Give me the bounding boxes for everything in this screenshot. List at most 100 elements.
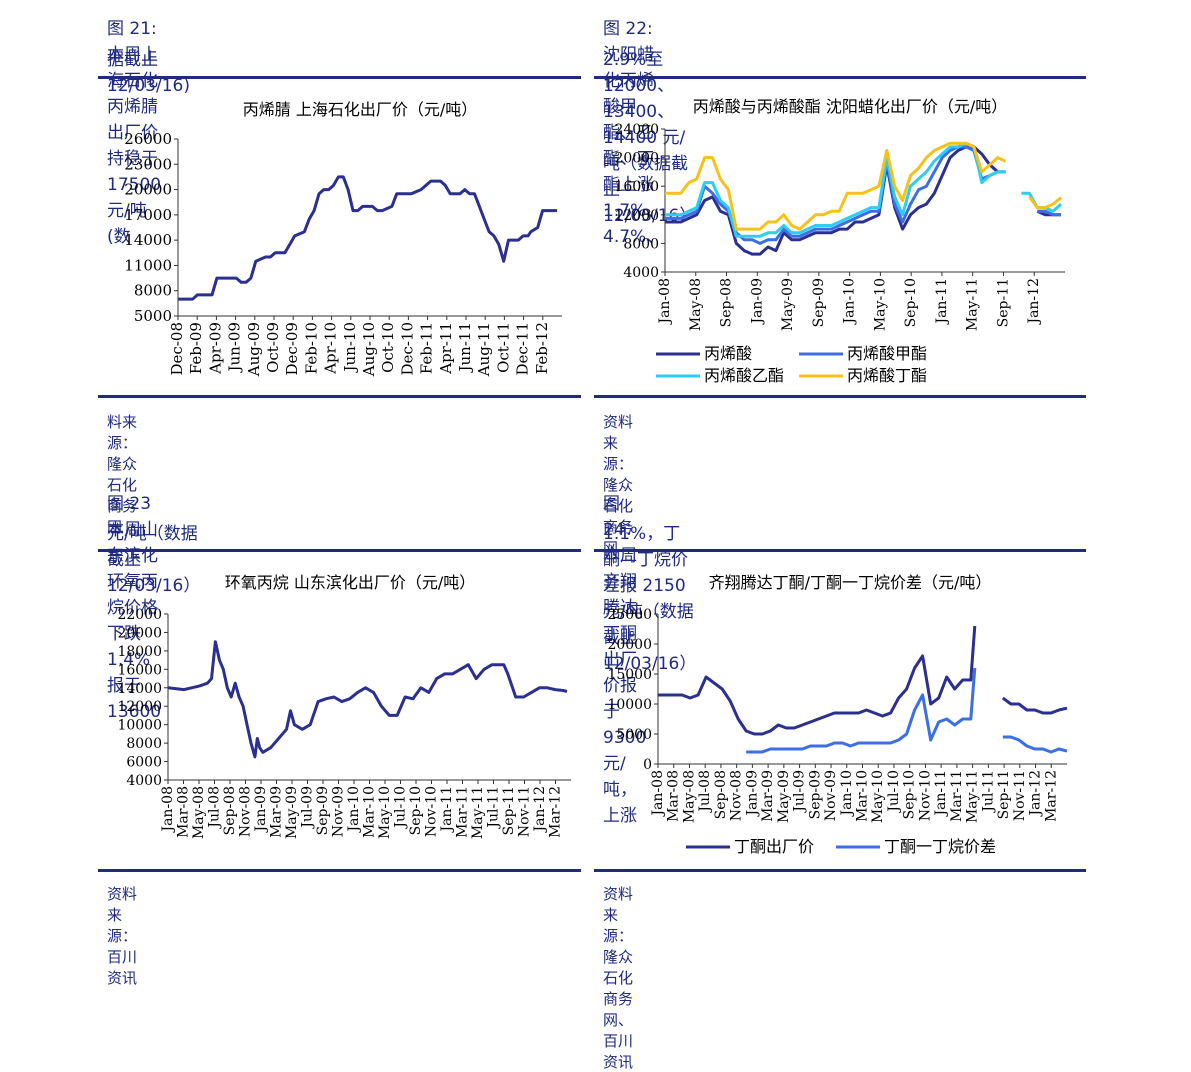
x-tick-label: Dec-10 [398, 322, 416, 375]
y-tick-label: 8000 [126, 736, 162, 752]
y-tick-label: 8000 [134, 282, 172, 300]
source-note: 资料来源：隆众石化商务网 [603, 413, 634, 557]
caption-rule [98, 549, 581, 552]
y-tick-label: 12000 [614, 208, 659, 224]
x-tick-label: Sep-09 [807, 770, 823, 819]
x-tick-label: Nov-08 [238, 786, 254, 837]
series-line-series-1 [746, 667, 1068, 754]
x-tick-label: Jan-08 [657, 278, 673, 326]
legend-label: 丁酮一丁烷价差 [884, 837, 996, 856]
x-tick-label: Feb-09 [187, 322, 205, 374]
x-tick-label: Jul-08 [697, 770, 713, 814]
x-tick-label: Apr-11 [437, 322, 455, 375]
x-tick-label: Dec-08 [168, 322, 186, 375]
x-tick-label: Feb-10 [302, 322, 320, 374]
x-tick-label: Aug-10 [360, 322, 378, 377]
x-tick-label: Nov-09 [823, 770, 839, 821]
chart-acrylonitrile: 5000 8000 11000 14000 17000 20000 23000 26000 De… [124, 130, 562, 377]
legend-label: 丁酮出厂价 [734, 837, 814, 856]
x-tick-label: Jan-12 [1026, 278, 1042, 326]
y-tick-label: 0 [643, 757, 652, 773]
y-tick-label: 11000 [124, 256, 172, 274]
x-tick-label: Sep-08 [222, 786, 238, 835]
x-tick-label: Sep-08 [719, 278, 735, 327]
x-tick-label: Jul-09 [792, 770, 808, 814]
y-tick-label: 20000 [124, 181, 172, 199]
y-tick-label: 18000 [117, 644, 162, 660]
x-tick-label: Jan-09 [749, 278, 765, 326]
x-tick-label: Feb-11 [418, 322, 436, 374]
series-line-series-0 [178, 175, 558, 301]
x-tick-label: Mar-09 [269, 786, 285, 838]
x-tick-label: Jul-08 [207, 786, 223, 830]
x-tick-label: Mar-11 [455, 786, 471, 838]
x-tick-label: Aug-11 [475, 322, 493, 377]
x-tick-label: Sep-10 [903, 278, 919, 327]
x-tick-label: Sep-11 [995, 278, 1011, 327]
y-tick-label: 16000 [117, 662, 162, 678]
x-tick-label: Nov-11 [517, 786, 533, 837]
x-tick-label: Jan-12 [1028, 770, 1044, 818]
x-tick-label: Jun-10 [341, 322, 359, 374]
figure-caption-line1: 图 21:本周上海石化丙烯腈出厂价持稳于 17500 元/吨(数 [107, 19, 162, 247]
x-tick-label: Sep-11 [996, 770, 1012, 819]
legend-label: 丙烯酸 [704, 344, 752, 363]
source-note: 资料来源：百川资讯 [107, 885, 138, 987]
x-tick-label: Aug-09 [245, 322, 263, 377]
chart-title: 齐翔腾达丁酮/丁酮一丁烷价差（元/吨） [708, 573, 992, 592]
x-tick-label: Jan-09 [253, 786, 269, 834]
caption-rule [594, 549, 1086, 552]
source-rule [98, 869, 581, 872]
source-rule [98, 395, 581, 398]
chart-propylene-oxide: 4000 6000 8000 10000 12000 14000 16000 18000 200… [117, 607, 571, 839]
x-tick-label: May-10 [870, 770, 886, 823]
x-tick-label: Jan-08 [160, 786, 176, 834]
x-tick-label: Nov-10 [424, 786, 440, 837]
x-tick-label: Jul-09 [300, 786, 316, 830]
y-tick-label: 25000 [607, 607, 652, 623]
y-tick-label: 8000 [623, 236, 659, 252]
figure-caption-line1: 图 22: 沈阳蜡化丙烯酸甲酯、乙酯、丁酯上涨 1.7%、4.7%、 [603, 19, 664, 247]
series-line-series-0 [658, 625, 1068, 736]
y-tick-label: 5000 [134, 307, 172, 325]
x-tick-label: May-09 [284, 786, 300, 839]
x-tick-label: Jan-12 [532, 786, 548, 834]
x-tick-label: Apr-10 [322, 322, 340, 375]
y-tick-label: 10000 [117, 718, 162, 734]
x-tick-label: Jan-11 [439, 786, 455, 834]
figure-caption-line1: 图 24：本周齐翔腾达丁酮出厂价报于 9300 元/吨，上涨 [603, 494, 647, 826]
x-tick-label: Mar-11 [949, 770, 965, 822]
x-tick-label: Dec-11 [514, 322, 532, 375]
figure-caption-line2: 据截止 12/03/16) [107, 50, 190, 96]
x-tick-label: Mar-09 [760, 770, 776, 822]
y-tick-label: 16000 [614, 179, 659, 195]
source-rule [594, 869, 1086, 872]
x-tick-label: Jan-11 [933, 770, 949, 818]
x-tick-label: Jul-10 [393, 786, 409, 830]
y-tick-label: 17000 [124, 206, 172, 224]
x-tick-label: Sep-10 [408, 786, 424, 835]
y-tick-label: 15000 [607, 667, 652, 683]
y-tick-label: 22000 [117, 607, 162, 623]
x-tick-label: Mar-10 [855, 770, 871, 822]
x-tick-label: Mar-08 [666, 770, 682, 822]
x-tick-label: May-09 [780, 278, 796, 331]
x-tick-label: Jul-10 [886, 770, 902, 814]
series-line-series-0 [665, 145, 1061, 256]
x-tick-label: Oct-10 [379, 322, 397, 373]
x-tick-label: Jun-11 [456, 322, 474, 374]
figure-caption-line2: 1.1%，丁酮—丁烷价差报 2150 元/吨（数据截止 12/03/16） [603, 524, 697, 674]
chart-acrylic-acid: 4000 8000 12000 16000 20000 24000 Jan-08 May-08… [614, 122, 1065, 385]
x-tick-label: Mar-10 [362, 786, 378, 838]
y-tick-label: 26000 [124, 130, 172, 148]
x-tick-label: Apr-09 [206, 322, 224, 375]
y-tick-label: 23000 [124, 155, 172, 173]
chart-title: 环氧丙烷 山东滨化出厂价（元/吨） [224, 573, 476, 592]
x-tick-label: Oct-09 [264, 322, 282, 373]
x-tick-label: Mar-08 [176, 786, 192, 838]
series-line-series-0 [167, 640, 568, 759]
y-tick-label: 20000 [614, 151, 659, 167]
y-tick-label: 6000 [126, 755, 162, 771]
y-tick-label: 24000 [614, 122, 659, 138]
